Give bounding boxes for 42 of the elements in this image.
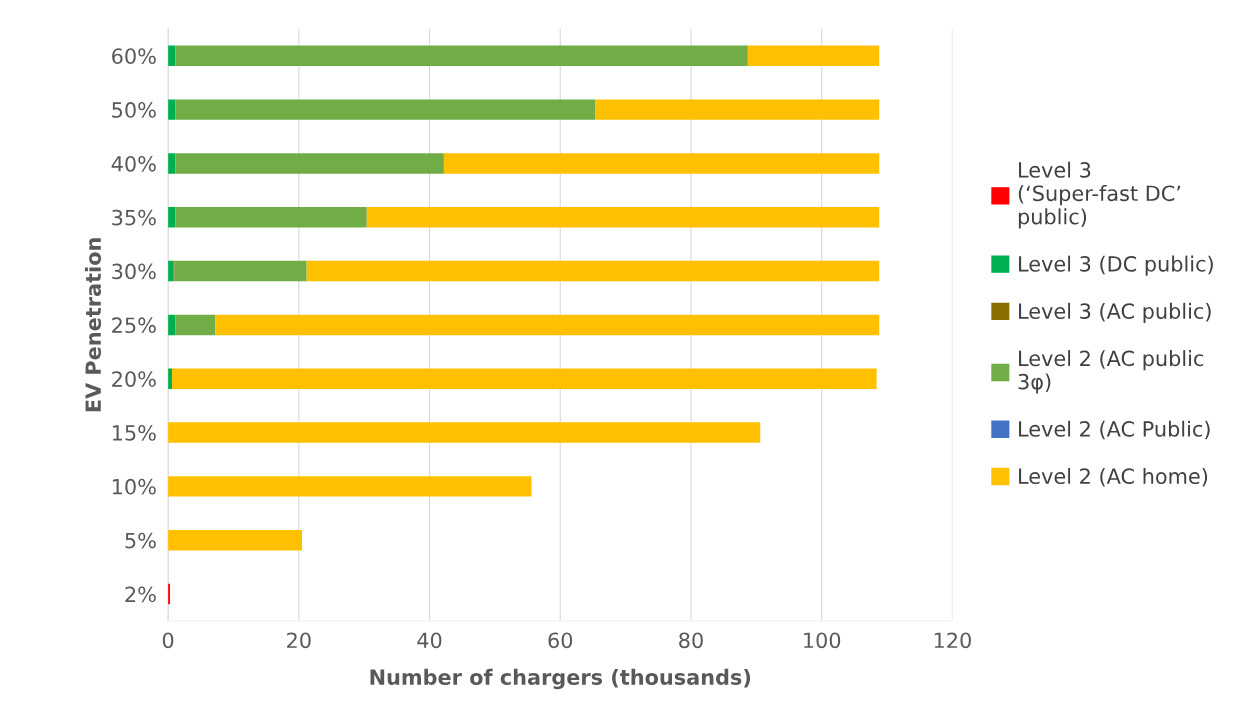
- bar: [595, 99, 880, 120]
- y-tick-label: 15%: [112, 425, 156, 441]
- bar: [172, 368, 877, 389]
- x-tick-label: 60: [548, 632, 573, 649]
- legend-label: Level 3 (DC public): [1019, 255, 1213, 276]
- legend-label: Level 3 (AC public): [1019, 302, 1211, 324]
- y-tick-label: 20%: [112, 371, 156, 387]
- y-tick-label: 25%: [112, 317, 156, 334]
- bar: [443, 153, 880, 174]
- y-tick-label: 5%: [125, 532, 156, 549]
- bar: [175, 153, 444, 174]
- bar: [174, 260, 307, 282]
- bar: [747, 45, 880, 67]
- bar: [168, 422, 761, 443]
- bar: [215, 314, 880, 336]
- bar: [168, 529, 303, 551]
- legend-label: Level 3 (‘Super-fast DC’ public): [1018, 161, 1181, 229]
- y-tick-label: 10%: [112, 478, 156, 495]
- x-tick-label: 20: [287, 632, 311, 649]
- x-tick-label: 0: [162, 632, 174, 649]
- bar: [175, 207, 367, 228]
- x-tick-label: 80: [679, 632, 703, 649]
- legend-label: Level 2 (AC home): [1019, 467, 1208, 487]
- y-tick-label: 35%: [112, 209, 156, 226]
- bar: [168, 476, 532, 497]
- bar: [366, 207, 880, 228]
- x-axis-title: Number of chargers (thousands): [370, 668, 751, 690]
- bar: [175, 99, 596, 120]
- legend-label: Level 2 (AC public 3φ): [1018, 350, 1204, 394]
- bar: [306, 260, 880, 282]
- y-tick-label: 50%: [112, 102, 156, 118]
- y-axis-title: EV Penetration: [84, 238, 102, 412]
- bar: [175, 314, 216, 336]
- y-tick-label: 30%: [112, 263, 156, 280]
- legend-label: Level 2 (AC Public): [1019, 420, 1210, 440]
- y-tick-label: 2%: [125, 586, 156, 603]
- y-tick-label: 40%: [111, 155, 156, 172]
- y-tick-label: 60%: [112, 48, 156, 64]
- x-tick-label: 40: [417, 632, 442, 649]
- x-tick-label: 100: [804, 632, 841, 649]
- bar: [175, 45, 748, 67]
- x-tick-label: 120: [934, 632, 971, 649]
